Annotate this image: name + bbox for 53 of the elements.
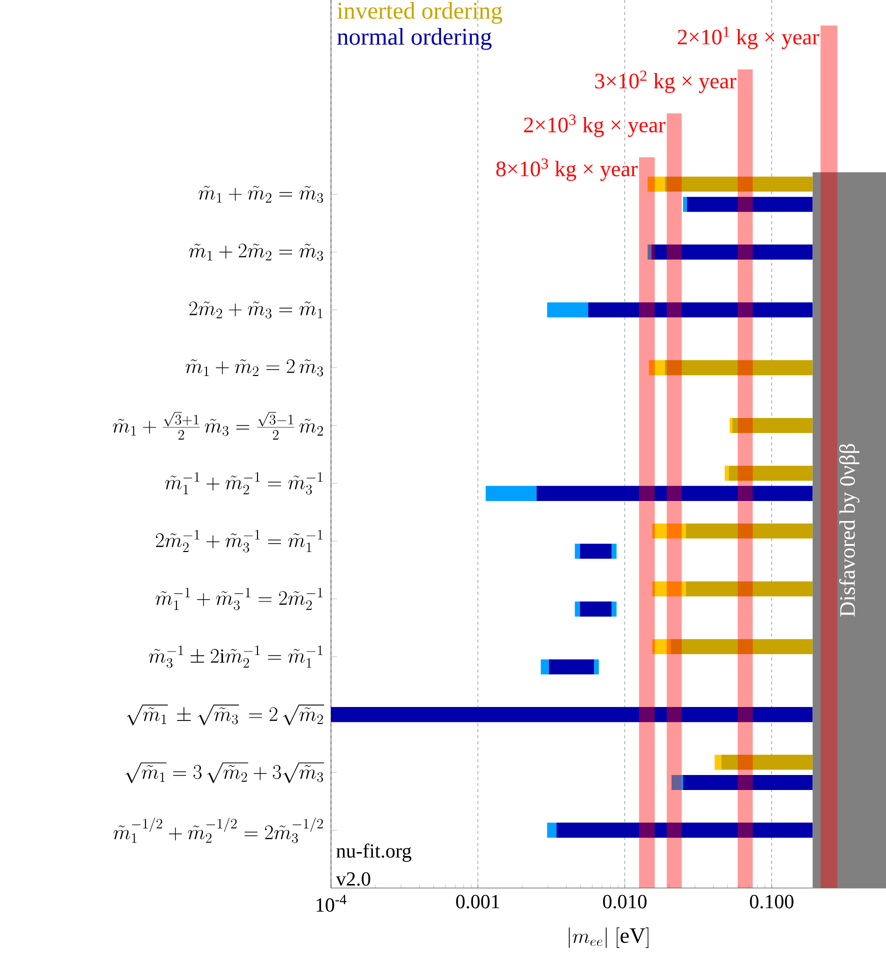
y-tick-label: $\tilde{m}_1+2\tilde{m}_2=\tilde{m}_3$ (189, 244, 324, 261)
bar (652, 581, 686, 596)
y-tick-label: $2\tilde{m}_2^{-1}+\tilde{m}_3^{-1}=\tilde{m}_1^{-1}$ (156, 530, 322, 552)
bar (580, 544, 612, 559)
bar (682, 774, 813, 790)
bar (714, 754, 722, 770)
bar (580, 602, 612, 617)
text: normal ordering (337, 28, 492, 50)
bar (540, 659, 549, 674)
bar (724, 466, 729, 481)
y-tick-label: $\sqrt{\tilde{m}_1}=3\,\sqrt{\tilde{m}_2}+3\sqrt{\tilde{m}_3}$ (126, 762, 324, 784)
x-tick-label: 0.001 (456, 894, 500, 908)
y-tick-label: $\tilde{m}_1^{-1}+\tilde{m}_3^{-1}=2\tilde{m}_2^{-1}$ (156, 588, 322, 610)
bar (574, 544, 580, 559)
x-tick-label: 0.010 (603, 894, 647, 908)
annotation: nu-fit.org (336, 843, 412, 862)
bar (574, 602, 580, 617)
y-tick-label: $\sqrt{\tilde{m}_1}\,\pm\sqrt{\tilde{m}_3}\,=2\,\sqrt{\tilde{m}_2}$ (126, 704, 324, 726)
bar (664, 176, 813, 192)
annotation: v2.0 (336, 872, 370, 886)
bar (648, 176, 665, 192)
y-tick-label: $\tilde{m}_1^{-1/2}+\tilde{m}_2^{-1/2}=2\tilde{m}_3^{-1/2}$ (114, 818, 323, 844)
y-tick-label: $\tilde{m}_3^{-1}\pm 2\mathrm{i}\tilde{m}_2^{-1}=\tilde{m}_1^{-1}$ (148, 646, 322, 668)
band-label: Disfavored by 0νββ (839, 444, 860, 617)
bar (672, 774, 683, 790)
band-label: 8×10$^{3}$ kg × year (496, 158, 638, 181)
bar (728, 466, 813, 481)
text: inverted ordering (337, 2, 502, 24)
bar (721, 754, 813, 770)
band-label: 2×10$^{3}$ kg × year (524, 114, 666, 137)
band-label: 3×10$^{2}$ kg × year (595, 70, 736, 94)
x-tick-label: 10$^{-4}$ (316, 894, 346, 912)
y-tick-label: $\tilde{m}_1+\tilde{m}_2=2\,\tilde{m}_3$ (186, 359, 324, 376)
bar (686, 581, 813, 596)
x-tick-label: 0.100 (750, 894, 794, 908)
bar (682, 196, 687, 212)
band-label: 2×10$^{1}$ kg × year (678, 26, 820, 50)
bar (486, 486, 537, 501)
bar (548, 659, 594, 674)
x-axis-title: $|m_{ee}|\ [\mathrm{eV}]$ (568, 927, 648, 948)
bar (670, 639, 813, 654)
bar (652, 524, 686, 539)
y-tick-label: $2\tilde{m}_2+\tilde{m}_3=\tilde{m}_1$ (189, 301, 322, 319)
bar (652, 639, 671, 654)
bar (612, 602, 617, 617)
bar (686, 524, 813, 539)
y-tick-label: $\tilde{m}_1^{-1}+\tilde{m}_2^{-1}=\tilde{m}_3^{-1}$ (165, 472, 322, 495)
y-tick-label: $\tilde{m}_1+\tilde{m}_2=\tilde{m}_3$ (198, 186, 324, 203)
y-tick-label: $\tilde{m}_1+\frac{\sqrt{3}+1}{2}\,\tilde{m}_3=\frac{\sqrt{3}-1}{2}\,\tilde{m}_2$ (112, 412, 323, 440)
bar (686, 196, 813, 212)
bar (612, 544, 617, 559)
bar (536, 486, 813, 501)
bar (594, 659, 599, 674)
